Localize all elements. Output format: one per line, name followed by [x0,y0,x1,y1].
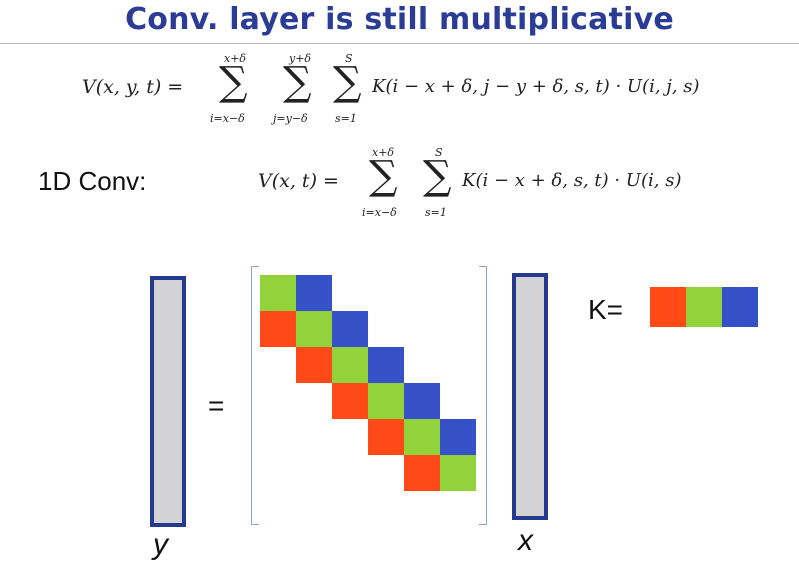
conv1d-label: 1D Conv: [38,166,147,196]
matrix-cell-red [404,455,440,491]
eq2d-sum1-sigma: ∑ [219,59,248,105]
eq1d-sum2-bottom: s=1 [425,206,447,219]
title-divider [0,43,799,44]
matrix-cell-red [368,419,404,455]
matrix-cell-green [404,419,440,455]
eq2d-rhs: K(i − x + δ, j − y + δ, s, t) · U(i, j, … [372,76,700,97]
eq2d-sum3-sigma: ∑ [333,59,362,105]
eq2d-sum3-bottom: s=1 [335,112,357,125]
eq2d-sum2-sigma: ∑ [283,59,312,105]
matrix-cell-red [296,347,332,383]
kernel-cell-blue [722,287,758,327]
matrix-cell-blue [296,275,332,311]
slide-title: Conv. layer is still multiplicative [125,2,674,37]
eq2d-sum3-top: S [345,52,353,65]
matrix-cell-blue [332,311,368,347]
y-label: y [153,528,168,561]
matrix-cell-green [368,383,404,419]
eq1d-sum2-sigma: ∑ [423,153,452,199]
matrix-cell-green [296,311,332,347]
matrix-cell-green [440,455,476,491]
matrix-cell-green [332,347,368,383]
eq1d-rhs: K(i − x + δ, s, t) · U(i, s) [462,170,682,191]
eq1d-sum1-bottom: i=x−δ [362,206,397,219]
matrix-left-bracket [251,266,259,525]
output-vector-y [150,276,186,527]
eq2d-sum2-top: y+δ [289,52,312,65]
matrix-cell-red [260,311,296,347]
eq2d-sum1-bottom: i=x−δ [210,112,245,125]
input-vector-x [512,273,548,520]
matrix-cell-blue [368,347,404,383]
kernel-cell-red [650,287,686,327]
matrix-cell-red [332,383,368,419]
kernel-cell-green [686,287,722,327]
eq2d-lhs: V(x, y, t) = [82,76,184,98]
eq1d-sum1-top: x+δ [372,146,395,159]
equals-sign: = [208,390,225,421]
matrix-cell-green [260,275,296,311]
matrix-right-bracket [479,266,487,525]
eq1d-sum1-sigma: ∑ [369,153,398,199]
eq2d-sum2-bottom: j=y−δ [273,112,308,125]
eq2d-sum1-top: x+δ [224,52,247,65]
matrix-cell-blue [404,383,440,419]
eq1d-lhs: V(x, t) = [258,170,339,192]
x-label: x [518,524,533,557]
matrix-cell-blue [440,419,476,455]
eq1d-sum2-top: S [435,146,443,159]
kernel-label: K= [588,294,624,325]
